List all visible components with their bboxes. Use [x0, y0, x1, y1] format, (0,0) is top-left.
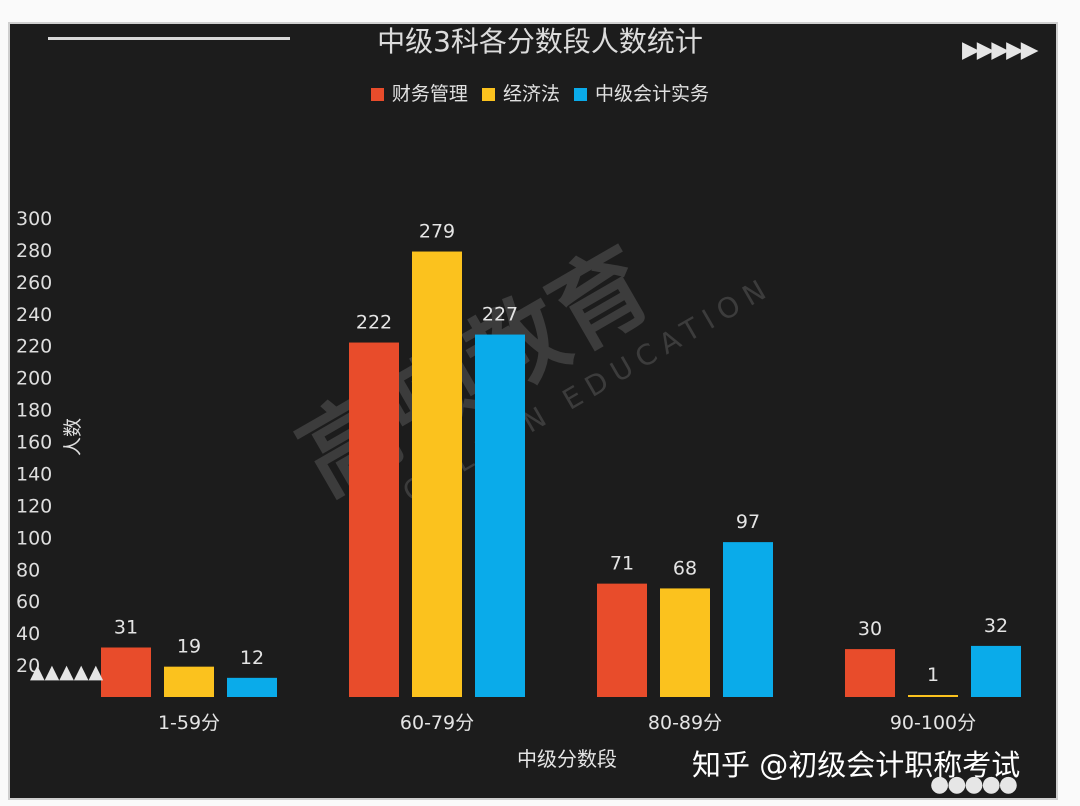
chart-legend: 财务管理 经济法 中级会计实务	[0, 79, 1080, 106]
source-credit: 知乎 @初级会计职称考试	[692, 748, 1021, 782]
legend-label: 财务管理	[391, 83, 468, 105]
triangles-decoration-icon: ▲▲▲▲▲	[30, 662, 103, 683]
y-axis-title: 人数	[62, 418, 84, 456]
legend-item: 中级会计实务	[574, 79, 709, 106]
data-label: 30	[858, 618, 882, 640]
y-tick-label: 40	[16, 623, 40, 645]
x-tick-label: 60-79分	[400, 712, 474, 734]
y-tick-label: 240	[16, 304, 52, 326]
arrows-decoration-icon: ▶▶▶▶▶	[962, 37, 1038, 63]
x-tick-label: 80-89分	[648, 712, 722, 734]
y-tick-label: 300	[16, 208, 52, 230]
data-label: 32	[984, 615, 1008, 637]
data-label: 97	[736, 511, 760, 533]
y-tick-label: 60	[16, 591, 40, 613]
y-tick-label: 140	[16, 463, 52, 485]
data-label: 1	[927, 664, 939, 686]
data-label: 279	[419, 221, 455, 243]
data-label: 71	[610, 553, 634, 575]
data-label: 19	[177, 636, 201, 658]
y-tick-label: 20	[16, 655, 40, 677]
decorative-line	[48, 37, 290, 40]
bar	[908, 695, 958, 697]
bar	[660, 588, 710, 697]
data-label: 31	[114, 617, 138, 639]
bar	[412, 251, 462, 697]
x-axis-title: 中级分数段	[517, 747, 617, 771]
data-label: 12	[240, 647, 264, 669]
legend-item: 经济法	[481, 79, 560, 106]
bar	[971, 645, 1021, 697]
dots-decoration-icon: ●●●●●	[930, 772, 1018, 797]
bar	[597, 583, 647, 697]
y-tick-label: 80	[16, 559, 40, 581]
y-tick-label: 160	[16, 432, 52, 454]
y-tick-label: 220	[16, 336, 52, 358]
data-label: 227	[482, 304, 518, 326]
bar	[723, 542, 773, 697]
data-label: 68	[673, 557, 697, 579]
y-tick-label: 200	[16, 368, 52, 390]
legend-label: 中级会计实务	[595, 83, 710, 105]
x-tick-label: 90-100分	[890, 712, 976, 734]
legend-swatch	[481, 88, 495, 101]
y-tick-label: 260	[16, 272, 52, 294]
bar	[101, 647, 151, 697]
legend-label: 经济法	[502, 83, 560, 105]
chart-title: 中级3科各分数段人数统计	[377, 25, 703, 58]
data-label: 222	[356, 312, 392, 334]
bar	[227, 677, 277, 697]
y-tick-label: 100	[16, 527, 52, 549]
bar	[164, 666, 214, 697]
bar	[845, 649, 895, 697]
legend-swatch	[574, 88, 588, 101]
y-tick-label: 120	[16, 495, 52, 517]
bar	[349, 342, 399, 697]
legend-swatch	[370, 88, 384, 101]
y-tick-label: 180	[16, 400, 52, 422]
legend-item: 财务管理	[370, 79, 468, 106]
y-tick-label: 280	[16, 240, 52, 262]
x-tick-label: 1-59分	[158, 712, 220, 734]
bar	[475, 334, 525, 697]
